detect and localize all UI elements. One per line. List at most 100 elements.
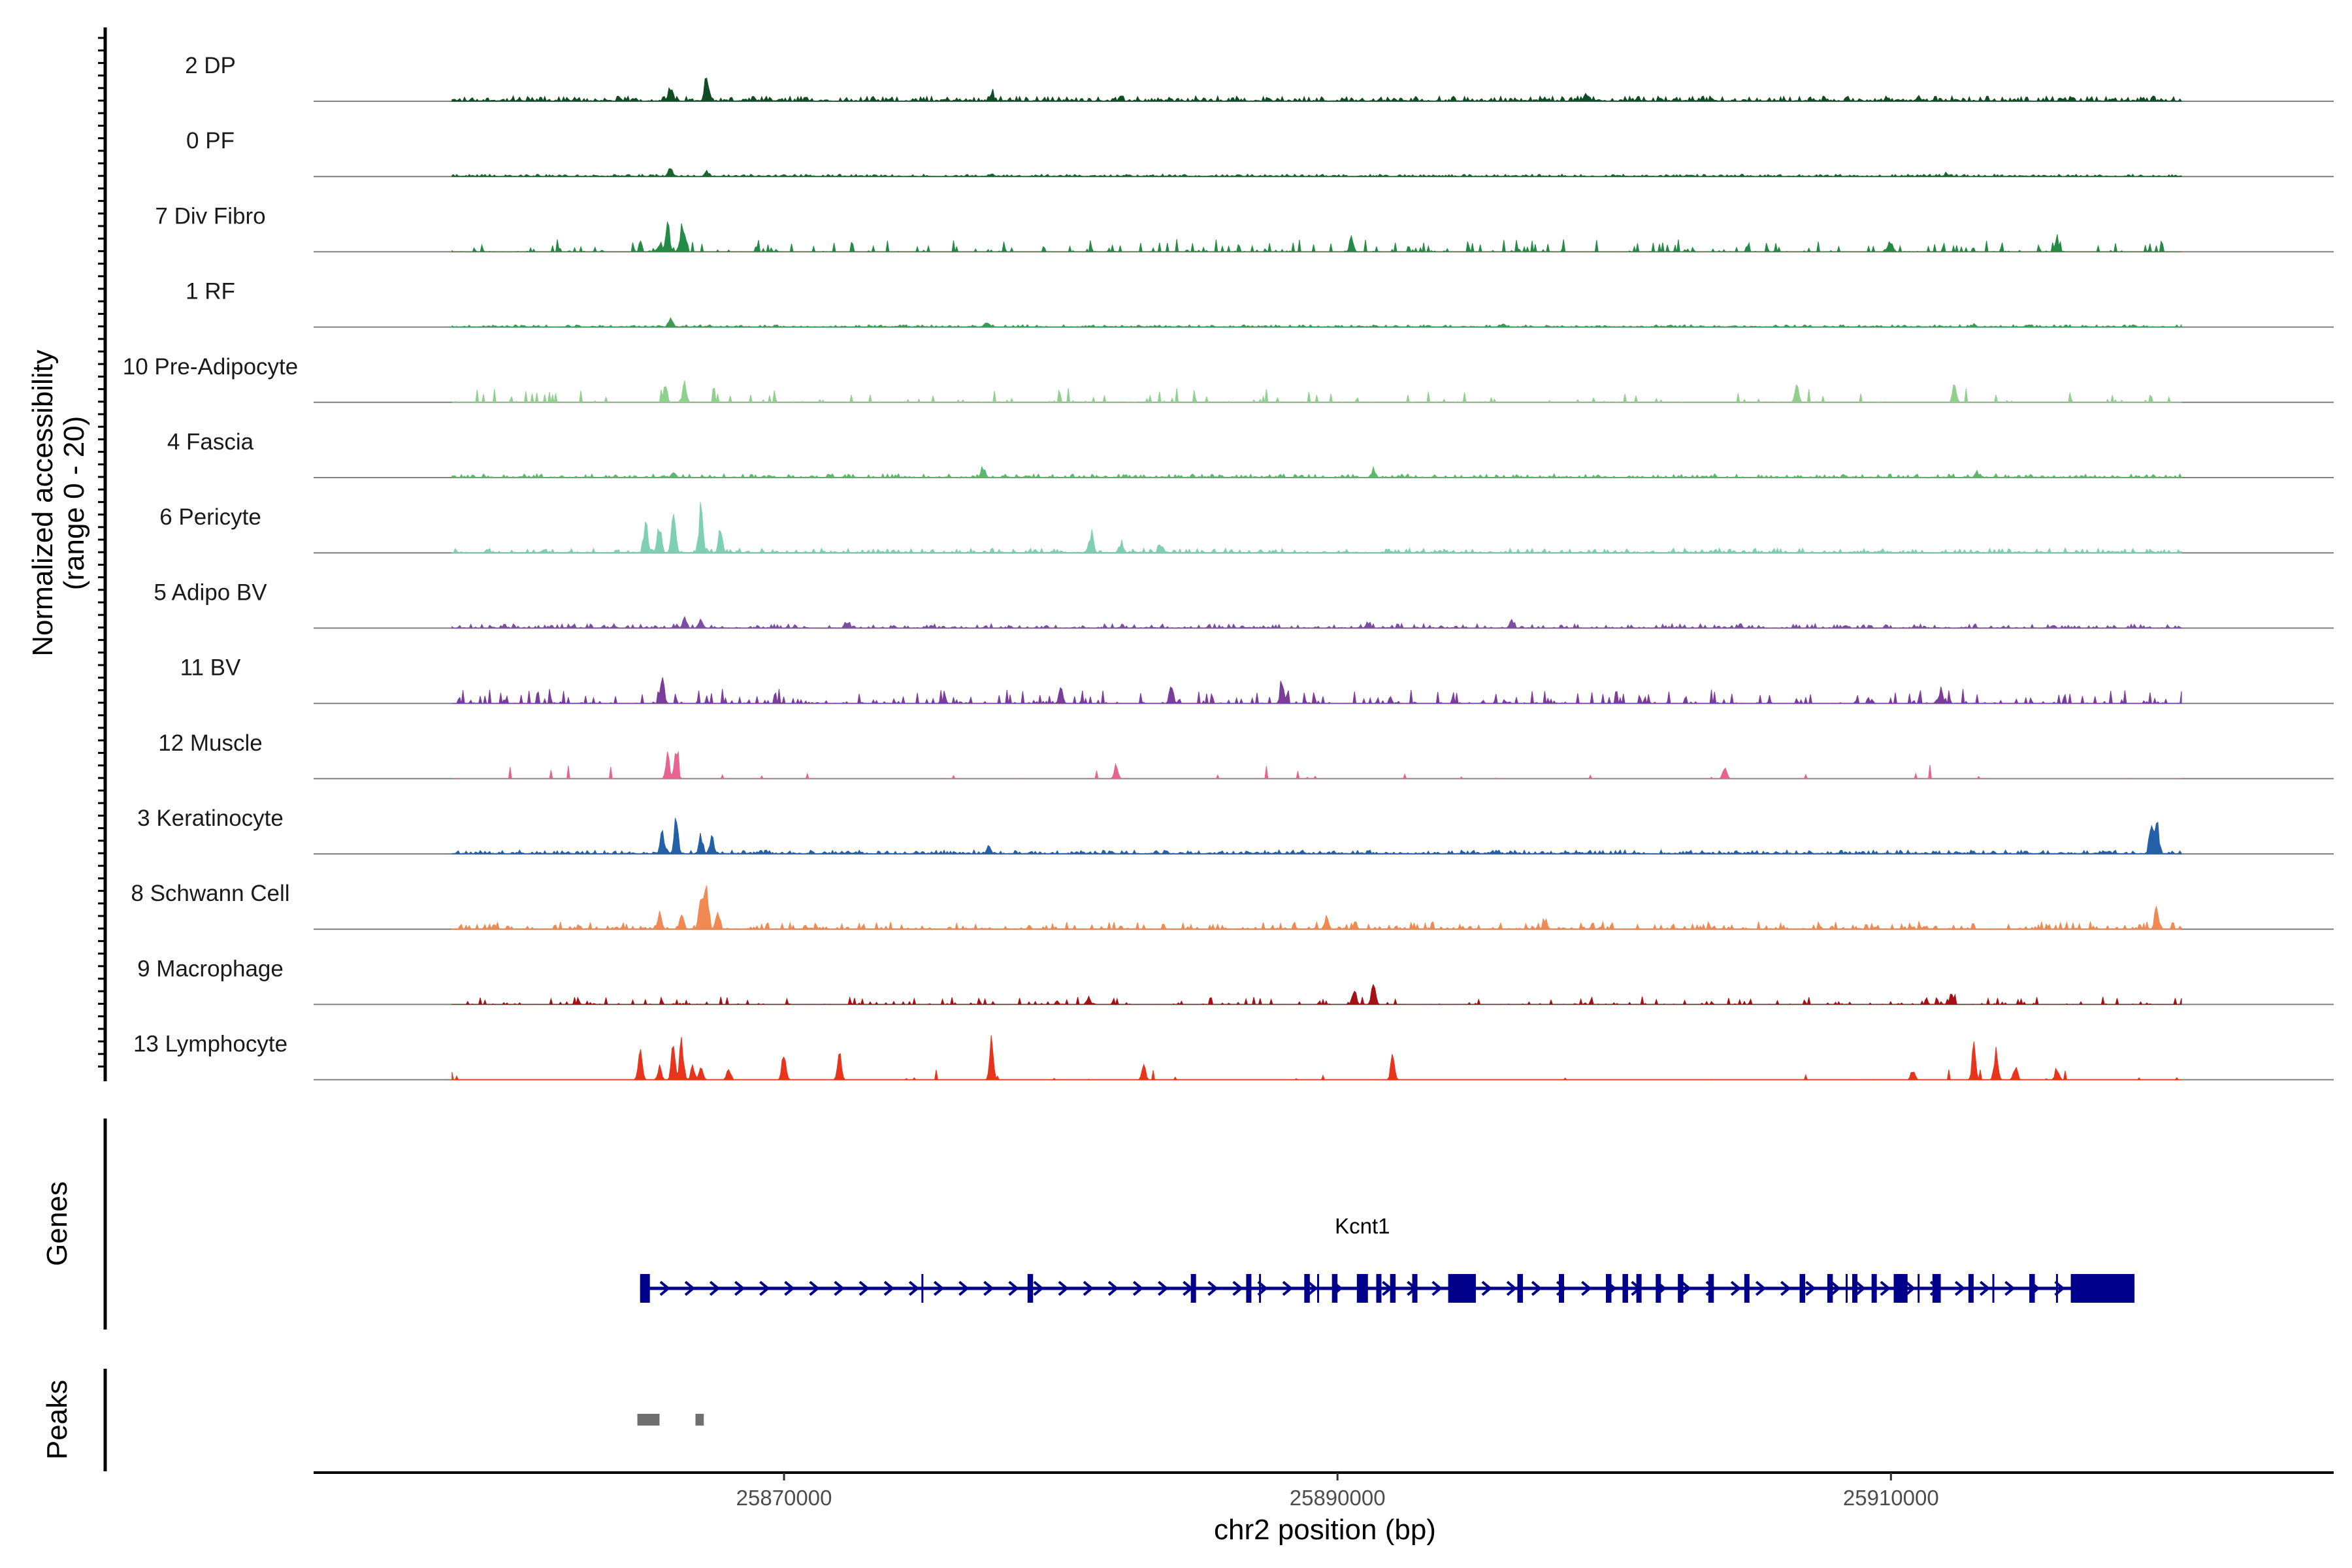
track-signal [451, 817, 2182, 855]
track-12: 8 Schwann Cell [131, 881, 2334, 930]
gene-strand-chevron [2004, 1281, 2016, 1296]
gene-strand-chevron [759, 1281, 770, 1296]
gene-strand-chevron [1107, 1281, 1119, 1296]
track-9: 11 BV [180, 655, 2334, 705]
peak-region [695, 1414, 704, 1426]
gene-strand-chevron [1083, 1281, 1094, 1296]
gene-exon [1744, 1274, 1750, 1303]
gene-strand-chevron [1008, 1281, 1019, 1296]
gene-exon [1932, 1274, 1941, 1303]
gene-strand-chevron [858, 1281, 870, 1296]
track-signal [451, 1035, 2182, 1081]
gene-strand-chevron [908, 1281, 920, 1296]
track-6: 4 Fascia [167, 429, 2334, 478]
gene-strand-chevron [1855, 1281, 1866, 1296]
gene-strand-chevron [1132, 1281, 1144, 1296]
track-label: 13 Lymphocyte [133, 1032, 287, 1057]
track-signal [451, 317, 2182, 328]
track-signal [451, 983, 2182, 1006]
gene-strand-chevron [1730, 1281, 1742, 1296]
gene-strand-chevron [1282, 1281, 1294, 1296]
x-axis-label: chr2 position (bp) [1214, 1514, 1436, 1546]
gene-exon [1606, 1274, 1612, 1303]
peak-regions [637, 1414, 704, 1426]
gene-exon [1656, 1274, 1661, 1303]
gene-strand-chevron [1307, 1281, 1318, 1296]
track-label: 11 BV [180, 655, 241, 681]
x-axis-tick-label: 25870000 [736, 1486, 832, 1510]
gene-strand-chevron [684, 1281, 696, 1296]
gene-exon [1852, 1274, 1858, 1303]
x-axis-ticks: 25870000 25890000 25910000 [736, 1473, 1939, 1510]
gene-exon [1708, 1274, 1714, 1303]
gene-exon [1678, 1274, 1684, 1303]
gene-exon [1517, 1274, 1523, 1303]
gene-strand-chevron [1980, 1281, 1991, 1296]
coverage-y-axis [98, 27, 107, 1081]
gene-exon [1027, 1274, 1034, 1303]
gene-strand-chevron [1506, 1281, 1518, 1296]
track-label: 9 Macrophage [137, 956, 284, 981]
gene-strand-chevron [834, 1281, 845, 1296]
gene-exon [1559, 1274, 1565, 1303]
track-14: 13 Lymphocyte [133, 1032, 2334, 1081]
gene-strand-chevron [809, 1281, 820, 1296]
track-signal [451, 465, 2182, 478]
gene-exon [1448, 1274, 1476, 1303]
track-signal [451, 380, 2182, 404]
track-11: 3 Keratinocyte [137, 806, 2334, 855]
gene-utr [2070, 1275, 2135, 1301]
track-label: 7 Div Fibro [155, 203, 265, 229]
gene-strand-chevron [883, 1281, 895, 1296]
track-label: 12 Muscle [158, 730, 263, 756]
track-signal [451, 168, 2182, 177]
gene-strand-chevron [709, 1281, 721, 1296]
gene-strand-chevron [1581, 1281, 1592, 1296]
track-label: 5 Adipo BV [154, 580, 267, 605]
track-label: 10 Pre-Adipocyte [123, 354, 298, 380]
track-5: 10 Pre-Adipocyte [123, 354, 2334, 404]
gene-strand-chevron [1880, 1281, 1891, 1296]
track-signal [451, 615, 2182, 629]
gene-models [640, 1274, 2135, 1303]
gene-exon [1968, 1274, 1974, 1303]
track-label: 6 Pericyte [159, 504, 261, 530]
gene-exon [1304, 1274, 1310, 1303]
gene-strand-chevron [1481, 1281, 1493, 1296]
track-4: 1 RF [186, 279, 2334, 328]
track-signal [451, 677, 2182, 705]
gene-strand-chevron [1954, 1281, 1966, 1296]
track-label: 1 RF [186, 279, 235, 304]
gene-strand-chevron [1830, 1281, 1841, 1296]
gene-strand-chevron [933, 1281, 945, 1296]
gene-strand-chevron [1232, 1281, 1243, 1296]
gene-strand-chevron [1207, 1281, 1218, 1296]
x-axis-tick-label: 25910000 [1843, 1486, 1939, 1510]
coverage-y-axis-label-line1: Normalized accessibility [27, 350, 59, 656]
track-signal [451, 502, 2182, 554]
gene-strand-chevron [1680, 1281, 1691, 1296]
gene-strand-chevron [1805, 1281, 1816, 1296]
track-label: 8 Schwann Cell [131, 881, 289, 906]
gene-exon [1356, 1274, 1368, 1303]
track-13: 9 Macrophage [137, 956, 2334, 1006]
gene-exon [1412, 1274, 1418, 1303]
track-2: 0 PF [186, 128, 2334, 178]
gene-strand-chevron [659, 1281, 671, 1296]
track-signal [451, 221, 2182, 253]
track-label: 4 Fascia [167, 429, 254, 455]
gene-strand-chevron [1755, 1281, 1767, 1296]
gene-exon [1871, 1274, 1877, 1303]
coverage-tracks: 2 DP 0 PF 7 Div Fibro 1 RF 10 Pre-Adipocyte 4… [123, 53, 2334, 1081]
track-10: 12 Muscle [158, 730, 2334, 779]
x-axis-tick-label: 25890000 [1290, 1486, 1386, 1510]
gene-exon [1376, 1274, 1382, 1303]
gene-exon [1893, 1274, 1908, 1303]
track-signal [451, 751, 2182, 779]
gene-strand-chevron [1058, 1281, 1069, 1296]
gene-strand-chevron [1158, 1281, 1169, 1296]
track-signal [451, 885, 2182, 930]
gene-strand-chevron [1033, 1281, 1044, 1296]
